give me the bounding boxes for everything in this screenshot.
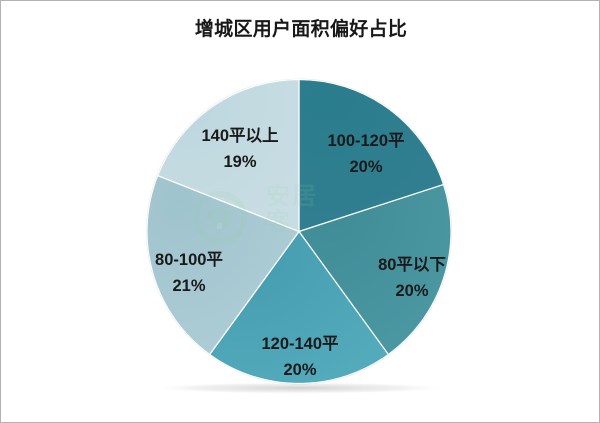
svg-text:客: 客 (266, 208, 291, 236)
svg-text:居: 居 (292, 183, 316, 210)
svg-text:安: 安 (266, 182, 290, 210)
